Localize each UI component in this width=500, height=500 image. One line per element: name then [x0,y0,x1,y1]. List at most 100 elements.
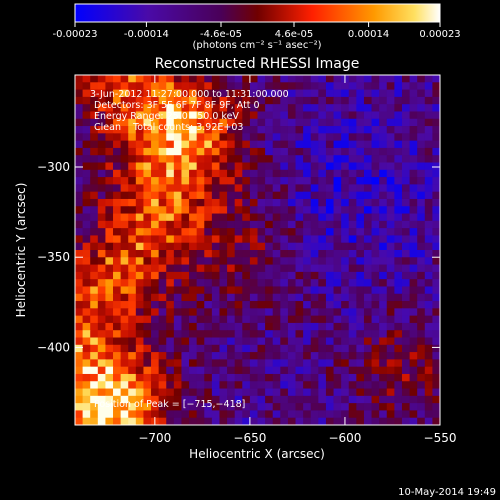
heatmap-cell [82,82,91,90]
heatmap-cell [196,118,205,127]
heatmap-cell [272,147,281,156]
heatmap-cell [75,75,83,83]
heatmap-cell [409,133,418,142]
heatmap-cell [204,104,213,112]
heatmap-cell [143,352,152,360]
heatmap-cell [75,228,83,236]
heatmap-cell [424,250,433,258]
heatmap-cell [211,133,220,142]
heatmap-cell [363,250,372,258]
heatmap-cell [120,286,129,295]
heatmap-cell [401,198,410,207]
heatmap-cell [318,388,327,397]
heatmap-cell [219,395,228,404]
heatmap-cell [128,191,137,200]
heatmap-cell [401,410,410,419]
heatmap-cell [249,104,258,112]
heatmap-cell [310,373,319,382]
heatmap-cell [120,89,129,98]
heatmap-cell [128,155,137,163]
heatmap-cell [151,133,160,142]
heatmap-cell [356,344,365,353]
heatmap-cell [303,417,312,426]
heatmap-cell [105,162,114,171]
heatmap-cell [401,228,410,236]
heatmap-cell [272,279,281,287]
heatmap-cell [181,308,190,317]
heatmap-cell [265,96,274,105]
heatmap-cell [75,96,83,105]
heatmap-cell [303,264,312,273]
heatmap-cell [432,126,441,134]
heatmap-cell [158,147,167,156]
heatmap-cell [158,191,167,200]
heatmap-cell [128,301,137,309]
heatmap-cell [303,410,312,419]
heatmap-cell [173,155,182,163]
heatmap-cell [341,395,350,404]
heatmap-cell [280,111,289,120]
heatmap-cell [82,308,91,317]
heatmap-cell [196,344,205,353]
heatmap-cell [363,257,372,265]
heatmap-cell [394,147,403,156]
heatmap-cell [242,366,251,375]
heatmap-cell [120,264,129,273]
heatmap-cell [158,417,167,426]
heatmap-cell [189,352,198,360]
heatmap-cell [341,228,350,236]
heatmap-cell [151,228,160,236]
heatmap-cell [287,352,296,360]
heatmap-cell [363,228,372,236]
heatmap-cell [265,330,274,338]
heatmap-cell [166,184,175,193]
heatmap-cell [204,206,213,214]
heatmap-cell [265,191,274,200]
heatmap-cell [166,315,175,324]
heatmap-cell [409,279,418,287]
heatmap-cell [196,388,205,397]
heatmap-cell [401,352,410,360]
heatmap-cell [432,213,441,222]
heatmap-cell [417,250,426,258]
heatmap-cell [394,359,403,368]
heatmap-cell [371,410,380,419]
heatmap-cell [363,330,372,338]
heatmap-cell [363,191,372,200]
heatmap-cell [113,395,122,404]
heatmap-cell [82,162,91,171]
heatmap-cell [97,417,106,426]
heatmap-cell [151,235,160,244]
heatmap-cell [379,198,388,207]
heatmap-cell [173,213,182,222]
heatmap-cell [75,301,83,309]
heatmap-cell [120,118,129,127]
heatmap-cell [189,111,198,120]
heatmap-cell [242,96,251,105]
annotation-detectors: Detectors: 3F 5F 6F 7F 8F 9F, Att 0 [94,100,260,111]
heatmap-cell [249,395,258,404]
heatmap-cell [90,250,99,258]
heatmap-cell [242,126,251,134]
heatmap-cell [424,388,433,397]
heatmap-cell [82,337,91,346]
heatmap-cell [249,198,258,207]
heatmap-cell [333,228,342,236]
heatmap-cell [379,89,388,98]
heatmap-cell [424,403,433,411]
heatmap-cell [90,155,99,163]
heatmap-cell [386,118,395,127]
heatmap-cell [143,366,152,375]
heatmap-cell [181,89,190,98]
heatmap-cell [249,133,258,142]
heatmap-cell [189,308,198,317]
heatmap-cell [75,410,83,419]
heatmap-cell [82,330,91,338]
heatmap-cell [272,198,281,207]
heatmap-cell [318,133,327,142]
heatmap-cell [249,403,258,411]
heatmap-cell [371,322,380,331]
heatmap-cell [227,264,236,273]
heatmap-cell [105,257,114,265]
heatmap-cell [318,104,327,112]
